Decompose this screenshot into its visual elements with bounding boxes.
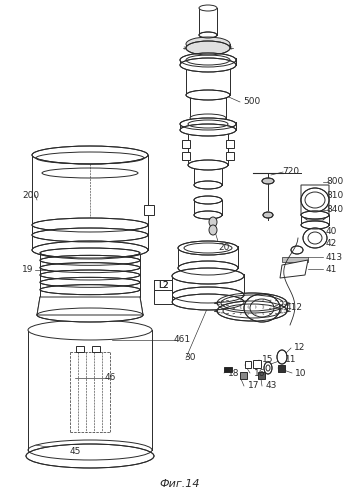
Ellipse shape [180, 118, 236, 130]
Ellipse shape [303, 228, 327, 248]
Polygon shape [144, 205, 154, 215]
Ellipse shape [40, 256, 140, 266]
Text: 12: 12 [294, 344, 305, 352]
Ellipse shape [217, 301, 287, 321]
Text: 43: 43 [266, 382, 277, 390]
Text: 45: 45 [70, 448, 81, 456]
Ellipse shape [32, 218, 148, 232]
Text: 412: 412 [286, 304, 303, 312]
Ellipse shape [32, 241, 148, 259]
Text: 40: 40 [326, 228, 337, 236]
Bar [226, 140, 234, 148]
Ellipse shape [40, 284, 140, 294]
Ellipse shape [301, 221, 329, 229]
Text: 810: 810 [326, 192, 343, 200]
Ellipse shape [188, 160, 228, 170]
Ellipse shape [186, 90, 230, 100]
Ellipse shape [194, 181, 222, 189]
Text: 19: 19 [22, 266, 33, 274]
Text: 840: 840 [326, 206, 343, 214]
Text: 46: 46 [105, 374, 116, 382]
Ellipse shape [178, 261, 238, 275]
Ellipse shape [190, 114, 226, 122]
Text: Фиг.14: Фиг.14 [160, 479, 200, 489]
Bar [154, 280, 172, 294]
Text: 800: 800 [326, 178, 343, 186]
Bar [245, 361, 251, 368]
Text: L2: L2 [158, 280, 168, 289]
Bar [226, 152, 234, 160]
Text: 720: 720 [282, 168, 299, 176]
Text: 16: 16 [254, 368, 266, 378]
Ellipse shape [32, 228, 148, 242]
Text: 42: 42 [326, 240, 337, 248]
Text: 11: 11 [285, 356, 297, 364]
Bar [76, 346, 84, 352]
Text: 30: 30 [184, 354, 195, 362]
Ellipse shape [199, 5, 217, 11]
Ellipse shape [291, 246, 303, 254]
Ellipse shape [28, 320, 152, 340]
Text: 15: 15 [262, 356, 274, 364]
Polygon shape [280, 260, 308, 278]
Ellipse shape [263, 212, 273, 218]
Ellipse shape [180, 53, 236, 67]
Text: 10: 10 [295, 368, 306, 378]
Ellipse shape [199, 32, 217, 38]
Bar [224, 367, 232, 372]
Ellipse shape [194, 211, 222, 219]
Ellipse shape [180, 124, 236, 136]
Ellipse shape [40, 278, 140, 287]
Text: 17: 17 [248, 382, 260, 390]
Ellipse shape [172, 287, 244, 303]
Bar [154, 290, 172, 304]
Ellipse shape [262, 178, 274, 184]
Ellipse shape [186, 41, 230, 55]
Text: 41: 41 [326, 264, 337, 274]
Ellipse shape [194, 196, 222, 204]
Bar [258, 372, 265, 379]
Ellipse shape [301, 188, 329, 212]
Polygon shape [301, 185, 329, 220]
Ellipse shape [264, 362, 272, 374]
Ellipse shape [172, 268, 244, 284]
Ellipse shape [40, 270, 140, 280]
Text: 500: 500 [243, 98, 260, 106]
Text: 20: 20 [218, 244, 229, 252]
Ellipse shape [217, 293, 287, 313]
Bar [92, 346, 100, 352]
Ellipse shape [244, 294, 280, 322]
Polygon shape [282, 257, 308, 262]
Bar [182, 140, 190, 148]
Ellipse shape [40, 262, 140, 272]
Ellipse shape [178, 241, 238, 255]
Text: 413: 413 [326, 252, 343, 262]
Ellipse shape [40, 248, 140, 258]
Ellipse shape [26, 444, 154, 468]
Ellipse shape [277, 350, 287, 364]
Text: 461: 461 [174, 336, 191, 344]
Text: L2: L2 [158, 280, 168, 289]
Bar [253, 360, 261, 368]
Bar [278, 365, 285, 372]
Ellipse shape [180, 58, 236, 72]
Ellipse shape [301, 211, 329, 219]
Ellipse shape [209, 225, 217, 235]
Bar [182, 152, 190, 160]
Ellipse shape [172, 294, 244, 310]
Polygon shape [37, 297, 143, 315]
Text: 200: 200 [22, 190, 39, 200]
Ellipse shape [37, 308, 143, 322]
Ellipse shape [186, 37, 230, 51]
Text: 18: 18 [228, 368, 239, 378]
Bar [240, 372, 247, 379]
Ellipse shape [32, 146, 148, 164]
Ellipse shape [209, 217, 217, 227]
